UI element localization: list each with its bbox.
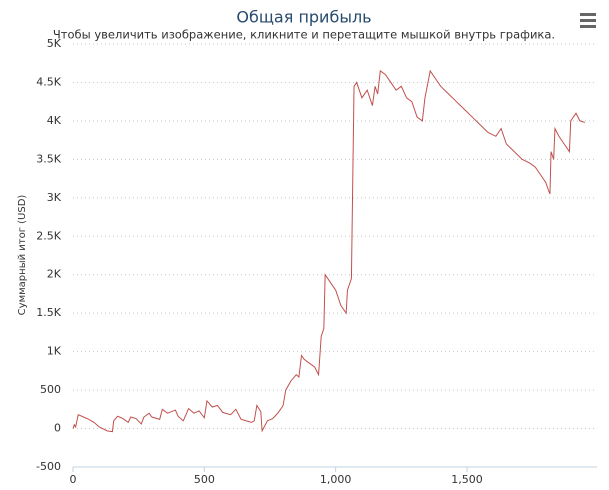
y-tick-label: 4K [47, 114, 62, 127]
y-tick-label: 500 [40, 383, 61, 396]
chart-subtitle: Чтобы увеличить изображение, кликните и … [53, 28, 555, 42]
y-tick-label: 2.5K [36, 229, 61, 242]
menu-bar [580, 25, 596, 28]
y-tick-label: 3K [47, 191, 62, 204]
y-tick-label: 2K [47, 268, 62, 281]
menu-bar [580, 19, 596, 22]
x-tick-label: 1,000 [320, 473, 352, 486]
menu-bar [580, 13, 596, 16]
y-tick-label: 1.5K [36, 306, 61, 319]
y-tick-label: 3.5K [36, 152, 61, 165]
x-tick-label: 1,500 [451, 473, 483, 486]
y-tick-label: -500 [36, 460, 61, 473]
y-tick-label: 5K [47, 37, 62, 50]
y-tick-label: 1K [47, 345, 62, 358]
chart-title: Общая прибыль [236, 8, 371, 27]
y-tick-label: 0 [54, 422, 61, 435]
y-axis-label: Суммарный итог (USD) [17, 195, 28, 316]
x-tick-label: 500 [194, 473, 215, 486]
x-tick-label: 0 [70, 473, 77, 486]
menu-button[interactable] [580, 13, 596, 28]
data-line [72, 69, 586, 433]
y-tick-label: 4.5K [36, 75, 61, 88]
